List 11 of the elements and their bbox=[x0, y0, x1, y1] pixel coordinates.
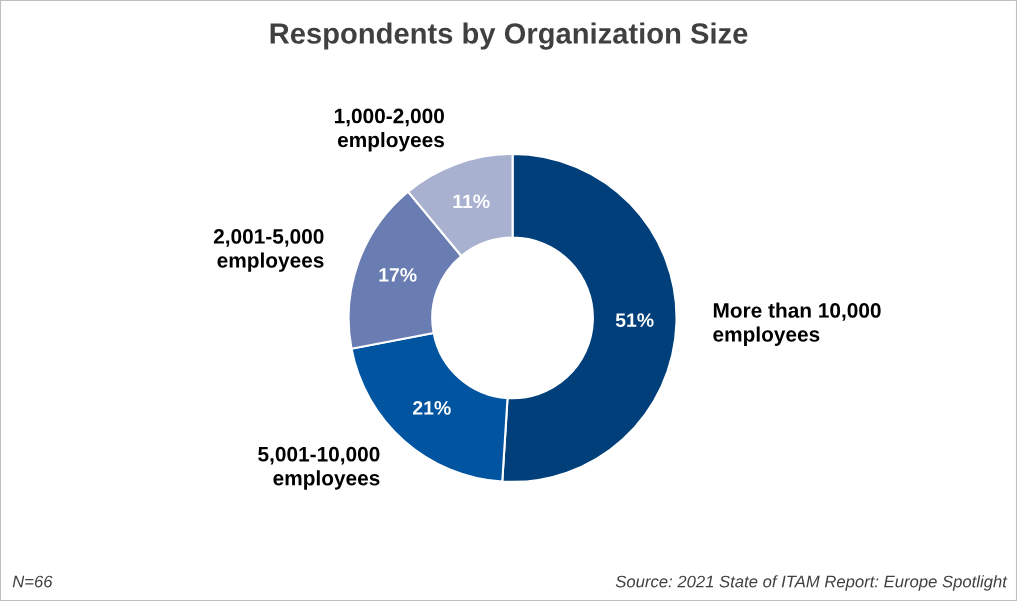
chart-title: Respondents by Organization Size bbox=[270, 22, 748, 50]
slice-label: 5,001-10,000 employees bbox=[258, 446, 380, 490]
source-note: Source: 2021 State of ITAM Report: Europe Spotlight bbox=[615, 575, 1008, 591]
slice-label: 2,001-5,000 employees bbox=[213, 229, 324, 272]
data-label: 51% bbox=[615, 313, 654, 327]
data-label: 11% bbox=[453, 194, 490, 209]
slice-label: More than 10,000 employees bbox=[713, 302, 881, 346]
data-label: 21% bbox=[413, 401, 451, 415]
slice-label: 1,000-2,000 employees bbox=[334, 108, 444, 152]
text: N=66 bbox=[12, 575, 53, 588]
data-label: 17% bbox=[379, 268, 417, 282]
